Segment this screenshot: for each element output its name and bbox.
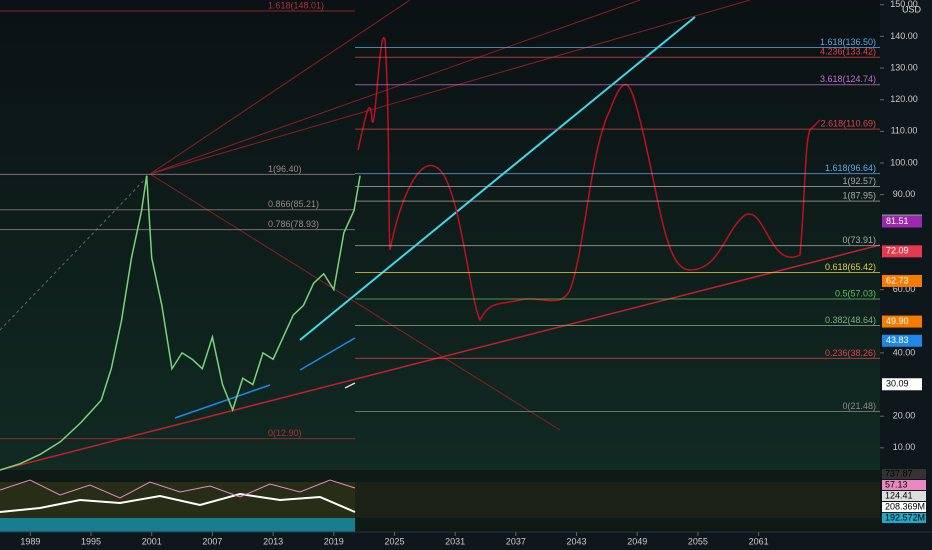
fib-label: 0.866(85.21) (268, 199, 319, 209)
price-line (0, 175, 361, 471)
x-tick-label: 2007 (202, 536, 222, 546)
y-tick-label: 140.00 (890, 31, 918, 41)
fib-label: 0.786(78.93) (268, 219, 319, 229)
y-tick-label: 130.00 (890, 62, 918, 72)
fib-label: 1(96.40) (268, 164, 302, 174)
volume-band (0, 518, 355, 532)
price-badge (882, 378, 922, 391)
oscillator-line (0, 479, 356, 499)
y-tick-label: 100.00 (890, 157, 918, 167)
y-tick-label: 20.00 (893, 411, 916, 421)
y-tick-label: 10.00 (893, 442, 916, 452)
fib-label: 1.618(136.50) (820, 37, 876, 47)
fib-label: 1(87.95) (842, 191, 876, 201)
oscillator-label: 57.13 (885, 479, 908, 489)
oscillator-badge (882, 491, 926, 501)
trend-line (149, 0, 751, 175)
price-badge-label: 30.09 (886, 379, 909, 389)
oscillator-line (0, 492, 356, 513)
trend-line (0, 173, 151, 331)
oscillator-label: 124.41 (885, 490, 913, 500)
y-tick-label: 120.00 (890, 94, 918, 104)
oscillator-badge (882, 480, 926, 490)
fib-label: 0(73.91) (842, 235, 876, 245)
trend-line (344, 382, 356, 389)
price-badge (882, 334, 922, 347)
trend-line (149, 173, 561, 431)
plot-bg (0, 0, 880, 470)
oscillator-badge (882, 513, 926, 523)
x-tick-label: 2031 (445, 536, 465, 546)
fib-label: 1.618(96.64) (825, 163, 876, 173)
trend-line (174, 384, 271, 419)
x-tick-label: 2013 (263, 536, 283, 546)
trend-line (149, 0, 411, 175)
fib-label: 4.236(133.42) (820, 47, 876, 57)
x-tick-label: 2001 (142, 536, 162, 546)
oscillator-label: 737.87 (885, 468, 913, 478)
price-badge-label: 43.83 (886, 335, 909, 345)
x-tick-label: 2025 (384, 536, 404, 546)
y-tick-label: 90.00 (893, 189, 916, 199)
price-badge-label: 62.73 (886, 275, 909, 285)
fib-label: 1(92.57) (842, 176, 876, 186)
oscillator-badge (882, 502, 926, 512)
x-tick-label: 2037 (506, 536, 526, 546)
price-badge-label: 72.09 (886, 246, 909, 256)
price-badge-label: 81.51 (886, 216, 909, 226)
currency: USD (902, 4, 922, 14)
trend-line (0, 244, 881, 471)
oscillator-label: 192.572M (885, 512, 925, 522)
x-tick-label: 1989 (20, 536, 40, 546)
forecast-drawing (357, 36, 821, 322)
fib-label: 0.5(57.03) (835, 288, 876, 298)
x-tick-label: 2055 (688, 536, 708, 546)
fib-label: 0.236(38.26) (825, 348, 876, 358)
oscillator-band (355, 482, 880, 518)
x-tick-label: 2061 (749, 536, 769, 546)
fib-label: 2.618(110.69) (821, 119, 876, 129)
price-badge (882, 315, 922, 328)
price-badge (882, 245, 922, 258)
price-badge (882, 215, 922, 228)
trend-line (299, 16, 696, 341)
y-tick-label: 40.00 (893, 347, 916, 357)
oscillator-label: 208.369M (885, 501, 925, 511)
trend-line (149, 0, 641, 175)
y-tick-label: 60.00 (893, 284, 916, 294)
fib-label: 0.618(65.42) (825, 262, 876, 272)
y-tick-label: 150.00 (890, 0, 918, 9)
x-tick-label: 2049 (627, 536, 647, 546)
fib-label: 3.618(124.74) (820, 74, 876, 84)
x-tick-label: 2019 (324, 536, 344, 546)
trend-line (299, 337, 356, 371)
fib-label: 0.382(48.64) (825, 315, 876, 325)
price-badge-label: 49.90 (886, 316, 909, 326)
oscillator-badge (882, 469, 926, 479)
price-badge (882, 274, 922, 287)
fib-label: 1.618(148.01) (268, 0, 324, 10)
x-tick-label: 1995 (81, 536, 101, 546)
x-tick-label: 2043 (567, 536, 587, 546)
y-tick-label: 110.00 (891, 126, 918, 136)
fib-label: 0(12.90) (268, 428, 302, 438)
fib-label: 0(21.48) (842, 401, 876, 411)
